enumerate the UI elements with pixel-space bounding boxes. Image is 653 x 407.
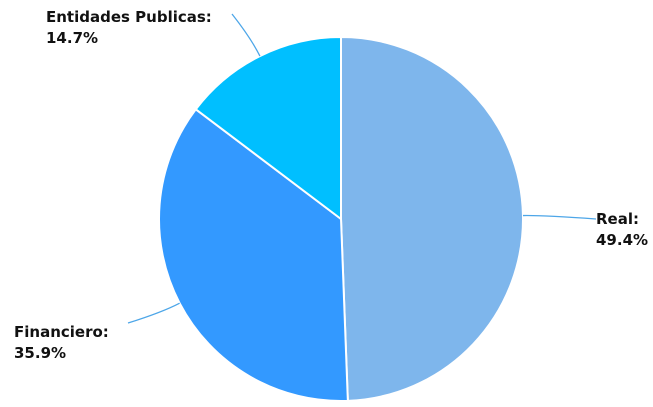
slice-label-name: Real:	[596, 210, 639, 228]
pie-slice-entidades-publicas	[194, 36, 342, 220]
slice-label-entidades-publicas: Entidades Publicas: 14.7%	[46, 8, 212, 47]
labels-layer: Real: 49.4% Financiero: 35.9% Entidades Publ…	[14, 8, 648, 362]
slice-label-real: Real: 49.4%	[596, 210, 648, 249]
slice-label-name: Entidades Publicas:	[46, 8, 212, 26]
slice-label-name: Financiero:	[14, 323, 109, 341]
pie-slice-financiero	[158, 108, 349, 402]
slice-label-value: 35.9%	[14, 344, 66, 362]
leader-line-financiero	[127, 302, 180, 324]
leader-line-entidades-publicas	[231, 13, 261, 57]
pie-slice-real	[340, 36, 524, 402]
slice-label-value: 49.4%	[596, 231, 648, 249]
leader-line-real	[522, 214, 597, 220]
slice-label-financiero: Financiero: 35.9%	[14, 323, 109, 362]
slice-label-value: 14.7%	[46, 29, 98, 47]
slices-layer	[158, 36, 524, 402]
leader-lines-layer	[127, 13, 597, 324]
